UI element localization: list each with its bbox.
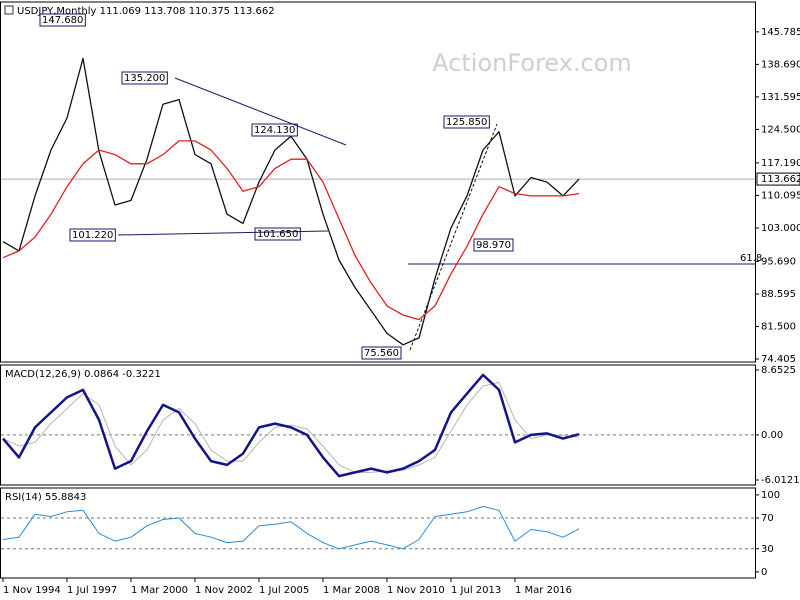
watermark: ActionForex.com	[432, 49, 632, 77]
annotation-box	[443, 115, 490, 129]
series-line	[2, 506, 580, 550]
annotation: 147.680	[42, 15, 83, 26]
fib-line	[409, 123, 498, 351]
panel-title: RSI(14) 55.8843	[5, 492, 86, 503]
panel-frame	[0, 364, 756, 486]
annotation: 124.130	[254, 125, 295, 136]
annotation-box	[121, 71, 168, 85]
annotation: 101.650	[257, 229, 298, 240]
x-tick-label: 1 Jul 1997	[67, 585, 117, 596]
current-price-label: 113.662	[761, 174, 800, 185]
annotation-box	[69, 228, 116, 242]
y-tick-label: 117.190	[761, 158, 800, 169]
panel-title: MACD(12,26,9) 0.0864 -0.3221	[5, 369, 161, 380]
series-line	[2, 381, 580, 473]
x-tick-label: 1 Nov 2002	[195, 585, 253, 596]
panel-frame	[0, 487, 756, 579]
series-line	[2, 140, 580, 321]
x-tick-label: 1 Mar 2008	[323, 585, 380, 596]
y-tick-label: 138.690	[761, 59, 800, 70]
y-tick-label: -6.0121	[761, 475, 800, 486]
panel-frame	[0, 1, 756, 363]
y-tick-label: 110.095	[761, 190, 800, 201]
y-tick-label: 88.595	[761, 289, 796, 300]
y-tick-label: 30	[761, 544, 774, 555]
x-tick-label: 1 Nov 1994	[3, 585, 61, 596]
annotation: 61.8	[740, 253, 762, 264]
y-tick-label: 74.405	[761, 354, 796, 365]
window-icon	[4, 5, 14, 15]
y-tick-label: 145.785	[761, 27, 800, 38]
panel-title: USDJPY,Monthly 111.069 113.708 110.375 1…	[17, 6, 275, 17]
y-tick-label: 100	[761, 490, 780, 501]
y-tick-label: 131.595	[761, 92, 800, 103]
annotation: 125.850	[446, 117, 487, 128]
current-price-box	[756, 172, 800, 186]
trend-line	[117, 230, 329, 236]
x-tick-label: 1 Mar 2000	[131, 585, 188, 596]
y-tick-label: 0	[761, 567, 767, 578]
annotation: 98.970	[476, 240, 511, 251]
annotation-box	[254, 227, 301, 241]
annotation-box	[361, 346, 402, 360]
x-tick-label: 1 Jul 2005	[259, 585, 309, 596]
y-tick-label: 103.000	[761, 223, 800, 234]
trend-line	[174, 77, 347, 146]
annotation: 101.220	[72, 230, 113, 241]
series-line	[2, 373, 580, 478]
y-tick-label: 8.6525	[761, 365, 796, 376]
annotation-box	[473, 238, 514, 252]
x-tick-label: 1 Jul 2013	[451, 585, 501, 596]
annotation: 75.560	[364, 348, 399, 359]
y-tick-label: 95.690	[761, 256, 796, 267]
x-tick-label: 1 Mar 2016	[515, 585, 572, 596]
y-tick-label: 70	[761, 513, 774, 524]
x-tick-label: 1 Nov 2010	[387, 585, 445, 596]
annotation: 135.200	[124, 73, 165, 84]
y-tick-label: 124.500	[761, 124, 800, 135]
y-tick-label: 0.00	[761, 430, 783, 441]
annotation-box	[251, 123, 298, 137]
y-tick-label: 81.500	[761, 321, 796, 332]
annotation-box	[39, 13, 86, 27]
